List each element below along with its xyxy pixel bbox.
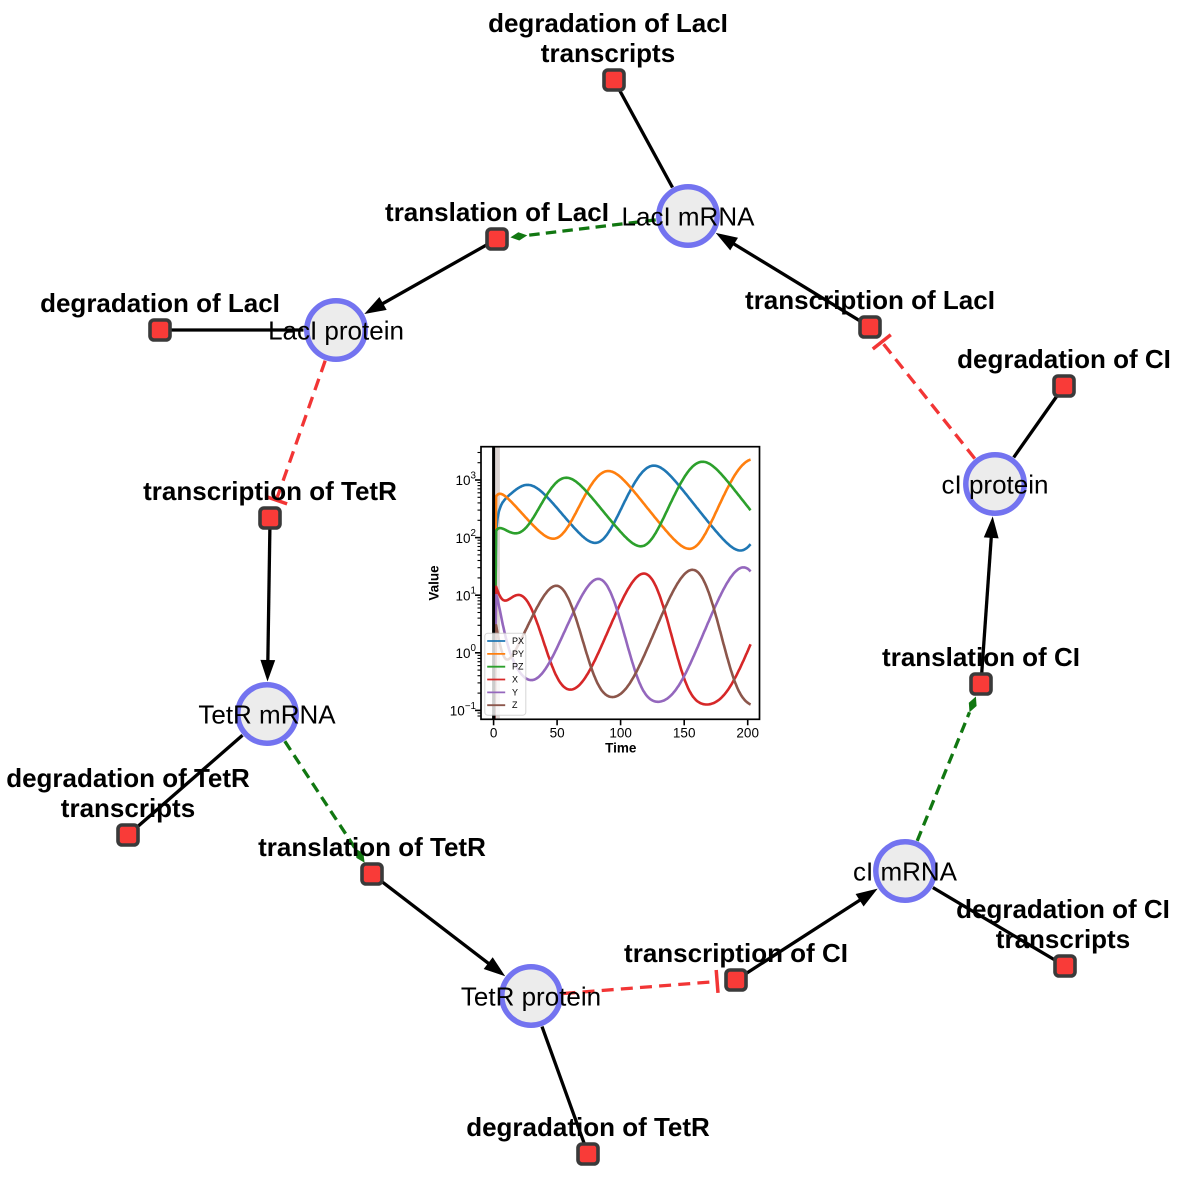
svg-text:Z: Z (512, 700, 518, 710)
svg-text:TetR mRNA: TetR mRNA (198, 700, 336, 730)
svg-text:150: 150 (673, 726, 696, 741)
svg-text:LacI protein: LacI protein (268, 316, 404, 346)
svg-text:200: 200 (736, 726, 759, 741)
svg-text:degradation of TetR: degradation of TetR (6, 763, 250, 793)
svg-text:degradation of LacI: degradation of LacI (488, 8, 728, 38)
svg-text:transcripts: transcripts (541, 38, 675, 68)
svg-text:cI protein: cI protein (942, 470, 1049, 500)
svg-text:transcription of TetR: transcription of TetR (143, 476, 397, 506)
svg-text:degradation of TetR: degradation of TetR (466, 1112, 710, 1142)
svg-text:PZ: PZ (512, 662, 524, 672)
svg-text:degradation of LacI: degradation of LacI (40, 288, 280, 318)
svg-text:translation of LacI: translation of LacI (385, 197, 609, 227)
svg-text:TetR protein: TetR protein (461, 982, 601, 1012)
svg-text:0: 0 (490, 726, 498, 741)
svg-text:PX: PX (512, 636, 524, 646)
svg-text:Value: Value (427, 565, 442, 601)
svg-text:transcription of LacI: transcription of LacI (745, 285, 995, 315)
svg-text:X: X (512, 675, 518, 685)
svg-text:Time: Time (605, 741, 637, 756)
svg-text:100: 100 (609, 726, 632, 741)
svg-text:translation of CI: translation of CI (882, 642, 1080, 672)
svg-text:degradation of CI: degradation of CI (957, 344, 1171, 374)
svg-text:cI mRNA: cI mRNA (853, 857, 958, 887)
svg-text:transcription of CI: transcription of CI (624, 938, 848, 968)
svg-text:LacI mRNA: LacI mRNA (622, 202, 756, 232)
svg-text:PY: PY (512, 649, 524, 659)
svg-text:transcripts: transcripts (996, 924, 1130, 954)
svg-text:Y: Y (512, 687, 518, 697)
svg-text:transcripts: transcripts (61, 793, 195, 823)
svg-text:50: 50 (550, 726, 565, 741)
svg-text:degradation of CI: degradation of CI (956, 894, 1170, 924)
svg-text:translation of TetR: translation of TetR (258, 832, 486, 862)
